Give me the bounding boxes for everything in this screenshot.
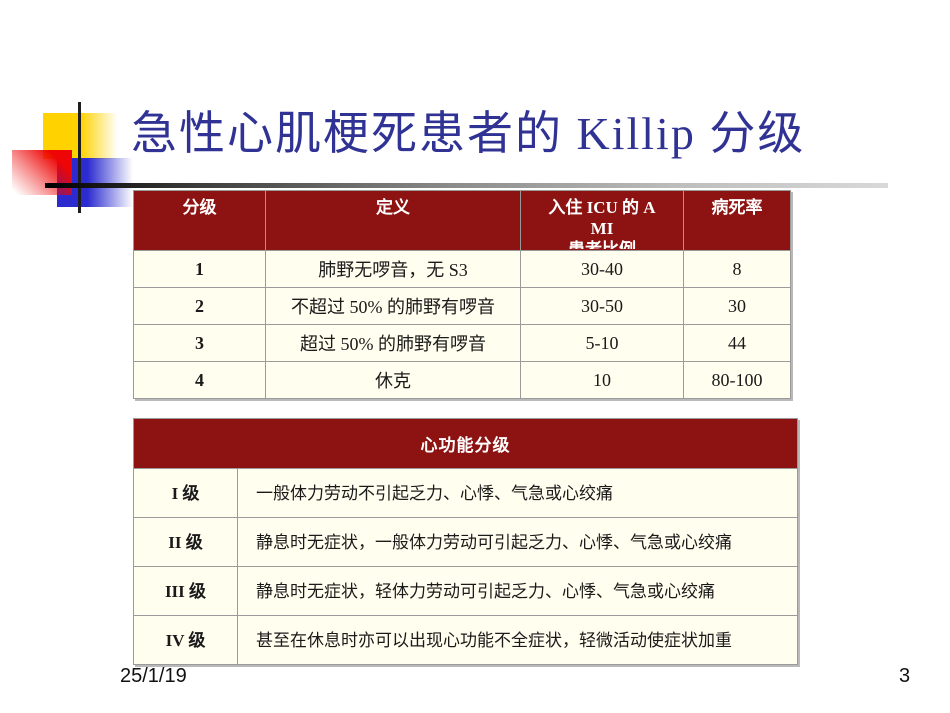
function-table-title: 心功能分级 <box>133 418 798 469</box>
page-number: 3 <box>899 665 911 687</box>
mortality-cell: 8 <box>683 250 791 288</box>
killip-header-grade: 分级 <box>133 190 266 251</box>
table-row: IV 级 甚至在休息时亦可以出现心功能不全症状，轻微活动使症状加重 <box>133 615 798 665</box>
table-row: 1 肺野无啰音，无 S3 30-40 8 <box>133 250 791 288</box>
killip-header-row: 分级 定义 入住 ICU 的 A MI 患者比例 病死率 <box>133 190 791 251</box>
grade-cell: 3 <box>133 324 266 362</box>
function-desc-cell: 一般体力劳动不引起乏力、心悸、气急或心绞痛 <box>237 468 798 518</box>
killip-header-mortality: 病死率 <box>683 190 791 251</box>
function-grade-cell: III 级 <box>133 566 238 616</box>
definition-cell: 不超过 50% 的肺野有啰音 <box>265 287 521 325</box>
title-underline <box>45 183 888 188</box>
decor-red-square <box>12 150 72 195</box>
grade-cell: 2 <box>133 287 266 325</box>
table-row: 2 不超过 50% 的肺野有啰音 30-50 30 <box>133 287 791 325</box>
function-desc-cell: 静息时无症状，一般体力劳动可引起乏力、心悸、气急或心绞痛 <box>237 517 798 567</box>
killip-header-definition: 定义 <box>265 190 521 251</box>
function-desc-cell: 甚至在休息时亦可以出现心功能不全症状，轻微活动使症状加重 <box>237 615 798 665</box>
mortality-cell: 44 <box>683 324 791 362</box>
footer-date: 25/1/19 <box>120 665 187 687</box>
cardiac-function-table: 心功能分级 I 级 一般体力劳动不引起乏力、心悸、气急或心绞痛 II 级 静息时… <box>133 418 798 665</box>
function-grade-cell: IV 级 <box>133 615 238 665</box>
icu-ratio-cell: 5-10 <box>520 324 684 362</box>
table-row: 3 超过 50% 的肺野有啰音 5-10 44 <box>133 324 791 362</box>
table-row: III 级 静息时无症状，轻体力劳动可引起乏力、心悸、气急或心绞痛 <box>133 566 798 616</box>
killip-table: 分级 定义 入住 ICU 的 A MI 患者比例 病死率 1 肺野无啰音，无 S… <box>133 190 791 399</box>
killip-header-icu-ratio: 入住 ICU 的 A MI 患者比例 <box>520 190 684 251</box>
mortality-cell: 30 <box>683 287 791 325</box>
icu-ratio-cell: 10 <box>520 361 684 399</box>
function-header-row: 心功能分级 <box>133 418 798 469</box>
definition-cell: 肺野无啰音，无 S3 <box>265 250 521 288</box>
icu-ratio-cell: 30-50 <box>520 287 684 325</box>
table-row: II 级 静息时无症状，一般体力劳动可引起乏力、心悸、气急或心绞痛 <box>133 517 798 567</box>
grade-cell: 1 <box>133 250 266 288</box>
icu-ratio-cell: 30-40 <box>520 250 684 288</box>
decor-vertical-line <box>78 102 81 213</box>
function-desc-cell: 静息时无症状，轻体力劳动可引起乏力、心悸、气急或心绞痛 <box>237 566 798 616</box>
definition-cell: 休克 <box>265 361 521 399</box>
mortality-cell: 80-100 <box>683 361 791 399</box>
grade-cell: 4 <box>133 361 266 399</box>
function-grade-cell: II 级 <box>133 517 238 567</box>
page-title: 急性心肌梗死患者的 Killip 分级 <box>131 108 806 159</box>
table-row: I 级 一般体力劳动不引起乏力、心悸、气急或心绞痛 <box>133 468 798 518</box>
function-grade-cell: I 级 <box>133 468 238 518</box>
table-row: 4 休克 10 80-100 <box>133 361 791 399</box>
definition-cell: 超过 50% 的肺野有啰音 <box>265 324 521 362</box>
